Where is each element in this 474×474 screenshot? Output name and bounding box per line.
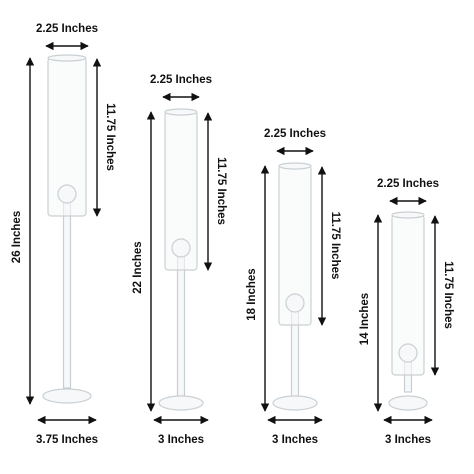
base	[42, 388, 92, 404]
tube-height-label: 11.75 Inches	[442, 261, 454, 329]
tube-rim	[164, 108, 198, 116]
total-height-label: 26 Inches	[11, 211, 23, 263]
total-height-label: 14 Inches	[359, 293, 371, 345]
tube-rim	[278, 162, 312, 170]
top-width-label: 2.25 Inches	[150, 74, 212, 86]
base	[272, 395, 318, 411]
top-width-label: 2.25 Inches	[264, 128, 326, 140]
top-width-label: 2.25 Inches	[377, 178, 439, 190]
top-width-label: 2.25 Inches	[36, 23, 98, 35]
base-width-label: 3.75 Inches	[36, 434, 98, 446]
tube-rim	[47, 54, 87, 62]
total-height-label: 22 Inches	[132, 241, 144, 293]
cup-holder	[285, 293, 305, 313]
total-height-label: 18 Inches	[246, 268, 258, 320]
cup-holder	[398, 343, 418, 363]
base-width-label: 3 Inches	[272, 434, 318, 446]
cup-holder	[57, 184, 77, 204]
tube-height-label: 11.75 Inches	[329, 212, 341, 280]
tube-rim	[391, 211, 425, 219]
base	[158, 395, 204, 411]
base	[388, 395, 428, 411]
base-width-label: 3 Inches	[385, 434, 431, 446]
base-width-label: 3 Inches	[158, 434, 204, 446]
stem	[176, 249, 186, 397]
tube-height-label: 11.75 Inches	[104, 103, 116, 171]
tube-height-label: 11.75 Inches	[215, 157, 227, 225]
cup-holder	[171, 238, 191, 258]
stem	[62, 195, 72, 389]
